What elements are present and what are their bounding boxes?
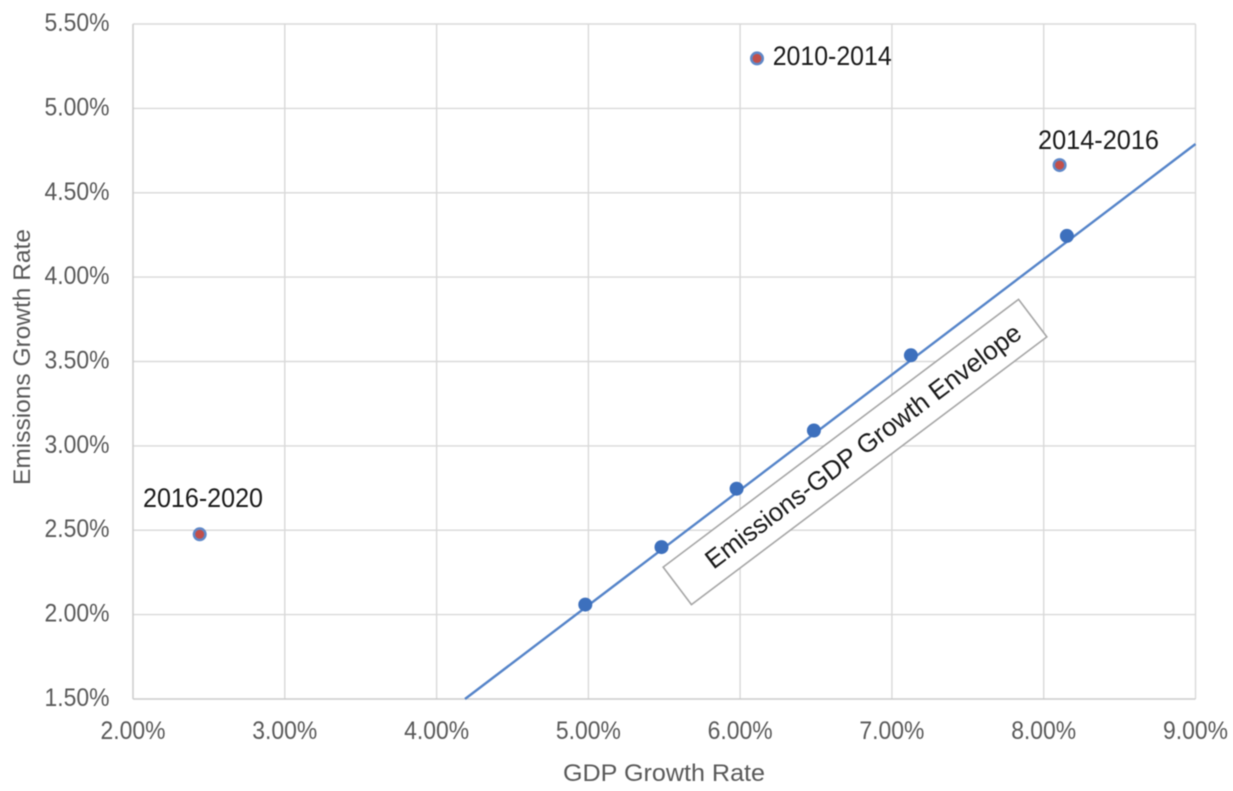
svg-text:3.50%: 3.50% <box>45 347 110 375</box>
svg-text:3.00%: 3.00% <box>45 431 110 459</box>
svg-text:2.00%: 2.00% <box>45 600 110 628</box>
svg-text:8.00%: 8.00% <box>1011 717 1076 745</box>
svg-text:2010-2014: 2010-2014 <box>773 41 892 71</box>
svg-text:2016-2020: 2016-2020 <box>143 483 263 513</box>
svg-text:4.00%: 4.00% <box>45 262 110 290</box>
svg-text:4.00%: 4.00% <box>404 717 469 745</box>
svg-text:6.00%: 6.00% <box>708 717 773 745</box>
svg-text:2.00%: 2.00% <box>101 717 166 745</box>
svg-text:4.50%: 4.50% <box>45 178 110 206</box>
svg-text:7.00%: 7.00% <box>859 717 924 745</box>
svg-text:1.50%: 1.50% <box>45 684 110 712</box>
svg-text:Emissions Growth Rate: Emissions Growth Rate <box>9 229 36 485</box>
svg-text:5.00%: 5.00% <box>556 717 621 745</box>
svg-text:2014-2016: 2014-2016 <box>1038 125 1159 155</box>
svg-text:2.50%: 2.50% <box>45 515 110 543</box>
svg-text:9.00%: 9.00% <box>1163 717 1228 745</box>
svg-text:GDP Growth Rate: GDP Growth Rate <box>563 760 765 787</box>
svg-text:5.50%: 5.50% <box>45 9 110 37</box>
svg-text:3.00%: 3.00% <box>252 717 317 745</box>
svg-text:5.00%: 5.00% <box>45 93 110 121</box>
